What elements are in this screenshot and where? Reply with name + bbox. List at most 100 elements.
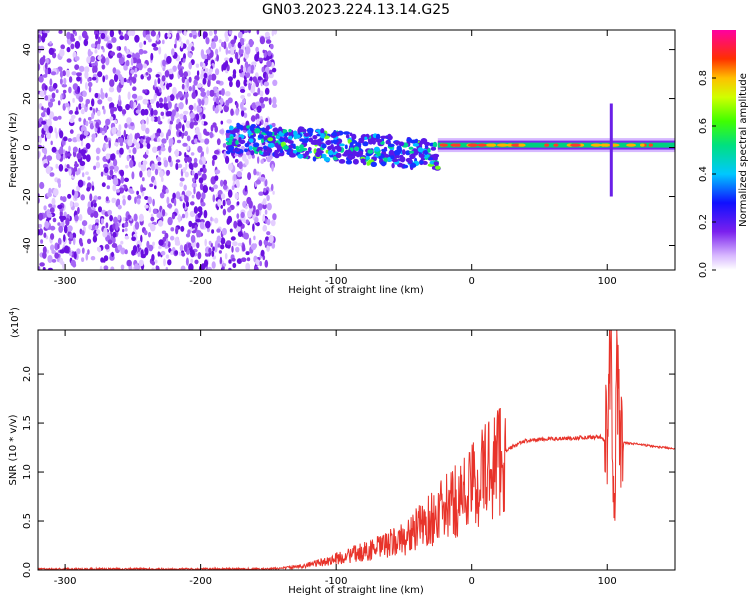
colorbar-tick-label: 0.0 <box>698 262 709 278</box>
heatmap-cell <box>154 259 158 264</box>
heatmap-cell <box>193 206 198 214</box>
heatmap-cell <box>72 237 76 246</box>
heatmap-cell <box>87 77 90 82</box>
heatmap-cell <box>85 252 89 261</box>
heatmap-cell <box>256 30 260 35</box>
heatmap-cell <box>182 167 186 173</box>
heatmap-cell <box>274 150 278 157</box>
heatmap-cell <box>49 111 55 120</box>
heatmap-cell <box>72 232 77 239</box>
heatmap-cell <box>259 36 266 45</box>
heatmap-cell <box>50 71 57 76</box>
heatmap-cell <box>162 59 166 67</box>
heatmap-cell <box>93 65 98 73</box>
heatmap-cell <box>214 240 219 249</box>
carrier-peak <box>439 143 449 147</box>
heatmap-cell <box>196 83 203 88</box>
heatmap-cell <box>122 198 126 206</box>
heatmap-cell <box>94 92 99 99</box>
heatmap-cell <box>45 132 52 140</box>
snr-xlabel: Height of straight line (km) <box>288 585 424 596</box>
heatmap-cell <box>197 252 202 260</box>
heatmap-cell <box>225 91 231 97</box>
heatmap-cell <box>226 119 232 123</box>
heatmap-cell <box>427 157 434 161</box>
colorbar-gradient <box>712 30 736 270</box>
heatmap-cell <box>136 190 140 195</box>
heatmap-cell <box>226 240 232 246</box>
heatmap-cell <box>339 143 345 147</box>
snr-frame <box>37 329 676 571</box>
heatmap-cell <box>191 46 195 52</box>
heatmap-cell <box>87 176 91 181</box>
heatmap-cell <box>172 86 177 95</box>
heatmap-cell <box>243 230 246 240</box>
heatmap-cell <box>108 175 112 180</box>
heatmap-cell <box>159 87 162 93</box>
x-tick-label: -200 <box>189 276 212 287</box>
heatmap-cell <box>422 160 428 165</box>
heatmap-cell <box>58 148 64 155</box>
heatmap-cell <box>177 30 183 34</box>
heatmap-cell <box>344 149 352 154</box>
heatmap-cell <box>212 104 215 112</box>
heatmap-cell <box>105 143 109 149</box>
heatmap-cell <box>224 60 229 68</box>
heatmap-cell <box>72 97 75 103</box>
heatmap-cell <box>303 132 310 137</box>
y-tick-label: 1.0 <box>22 464 33 480</box>
heatmap-cell <box>254 128 261 134</box>
heatmap-cell <box>78 103 82 110</box>
heatmap-cell <box>51 250 57 254</box>
heatmap-cell <box>238 48 242 56</box>
heatmap-cell <box>122 217 126 222</box>
heatmap-cell <box>150 224 156 232</box>
heatmap-cell <box>380 135 388 139</box>
heatmap-cell <box>150 213 154 218</box>
heatmap-cell <box>189 210 196 218</box>
heatmap-cell <box>424 150 428 155</box>
heatmap-cell <box>351 133 357 140</box>
heatmap-cell <box>40 239 44 244</box>
heatmap-cell <box>272 213 277 221</box>
heatmap-cell <box>266 245 270 252</box>
heatmap-cell <box>107 43 113 50</box>
heatmap-cell <box>124 249 128 255</box>
heatmap-cell <box>212 154 218 161</box>
heatmap-cell <box>255 46 259 53</box>
heatmap-cell <box>146 240 150 249</box>
heatmap-cell <box>79 240 83 246</box>
heatmap-cell <box>184 194 189 203</box>
heatmap-cell <box>108 86 115 93</box>
heatmap-cell <box>237 242 242 247</box>
heatmap-cell <box>175 191 181 200</box>
heatmap-cell <box>51 259 57 263</box>
heatmap-cell <box>216 138 221 146</box>
heatmap-cell <box>60 257 63 265</box>
heatmap-cell <box>168 155 172 163</box>
heatmap-cell <box>174 38 178 46</box>
heatmap-cell <box>155 132 161 137</box>
heatmap-cell <box>121 109 127 115</box>
heatmap-cell <box>49 41 52 45</box>
heatmap-cell <box>97 71 103 78</box>
heatmap-cell <box>224 253 228 260</box>
heatmap-cell <box>213 30 217 35</box>
heatmap-cell <box>144 196 149 200</box>
heatmap-cell <box>193 157 198 163</box>
heatmap-cell <box>95 147 101 155</box>
heatmap-cell <box>165 111 171 117</box>
heatmap-cell <box>46 213 53 218</box>
heatmap-cell <box>124 177 129 182</box>
heatmap-cell <box>387 143 395 148</box>
heatmap-cell <box>204 68 209 73</box>
heatmap-cell <box>189 33 193 38</box>
heatmap-cell <box>71 71 77 76</box>
heatmap-cell <box>117 52 123 59</box>
heatmap-cell <box>160 250 166 256</box>
heatmap-cell <box>264 31 270 37</box>
heatmap-cell <box>176 107 179 112</box>
heatmap-cell <box>432 141 438 148</box>
heatmap-cell <box>157 251 161 257</box>
